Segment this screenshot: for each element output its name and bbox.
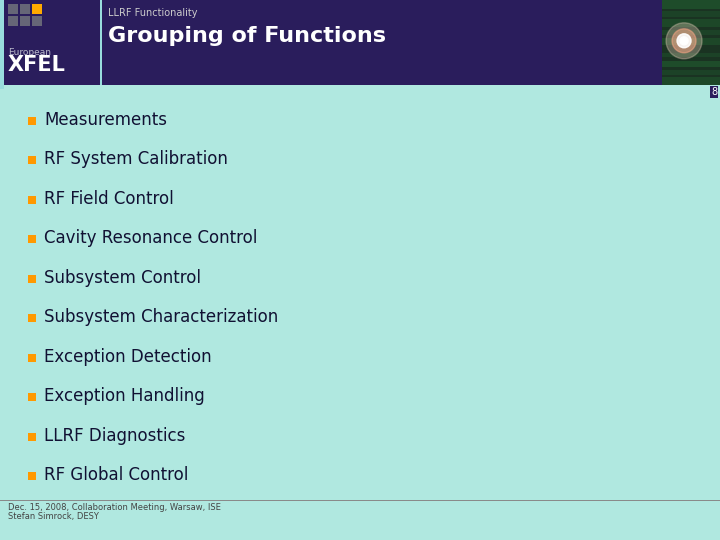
Bar <box>662 53 720 57</box>
Bar <box>662 61 720 67</box>
Text: Cavity Resonance Control: Cavity Resonance Control <box>44 230 257 247</box>
Bar <box>0 0 720 4</box>
Bar <box>662 77 720 85</box>
Bar <box>28 195 36 204</box>
Bar <box>100 0 102 85</box>
Bar <box>0 0 4 89</box>
Bar <box>28 156 36 164</box>
Bar <box>28 354 36 362</box>
Circle shape <box>677 34 691 48</box>
Bar <box>28 275 36 283</box>
Text: Grouping of Functions: Grouping of Functions <box>108 26 386 46</box>
Text: Subsystem Control: Subsystem Control <box>44 269 201 287</box>
Bar <box>8 4 18 14</box>
Text: XFEL: XFEL <box>8 55 66 75</box>
Text: Subsystem Characterization: Subsystem Characterization <box>44 308 278 326</box>
Circle shape <box>672 29 696 53</box>
Bar <box>20 16 30 26</box>
Bar <box>20 4 30 14</box>
Text: RF Field Control: RF Field Control <box>44 190 174 208</box>
Bar <box>662 30 720 35</box>
Text: Dec. 15, 2008, Collaboration Meeting, Warsaw, ISE: Dec. 15, 2008, Collaboration Meeting, Wa… <box>8 503 221 512</box>
Bar <box>28 117 36 125</box>
Text: Measurements: Measurements <box>44 111 167 129</box>
Text: Stefan Simrock, DESY: Stefan Simrock, DESY <box>8 512 99 521</box>
Bar <box>662 70 720 75</box>
Text: Exception Handling: Exception Handling <box>44 387 204 405</box>
Text: European: European <box>8 48 51 57</box>
Bar <box>28 235 36 243</box>
Bar <box>662 11 720 17</box>
Bar <box>28 472 36 480</box>
Bar <box>662 0 720 9</box>
Bar <box>28 433 36 441</box>
Circle shape <box>680 37 688 45</box>
Text: RF System Calibration: RF System Calibration <box>44 150 228 168</box>
Bar <box>662 38 720 45</box>
Text: LLRF Functionality: LLRF Functionality <box>108 8 197 18</box>
Bar <box>28 393 36 401</box>
Text: Exception Detection: Exception Detection <box>44 348 212 366</box>
Bar <box>28 314 36 322</box>
Circle shape <box>666 23 702 59</box>
Bar <box>662 19 720 27</box>
Bar <box>662 0 720 85</box>
Bar <box>32 4 42 14</box>
Text: LLRF Diagnostics: LLRF Diagnostics <box>44 427 185 445</box>
Text: RF Global Control: RF Global Control <box>44 466 189 484</box>
Text: 8: 8 <box>711 87 717 97</box>
Bar <box>4 0 662 85</box>
Bar <box>8 16 18 26</box>
Bar <box>32 16 42 26</box>
